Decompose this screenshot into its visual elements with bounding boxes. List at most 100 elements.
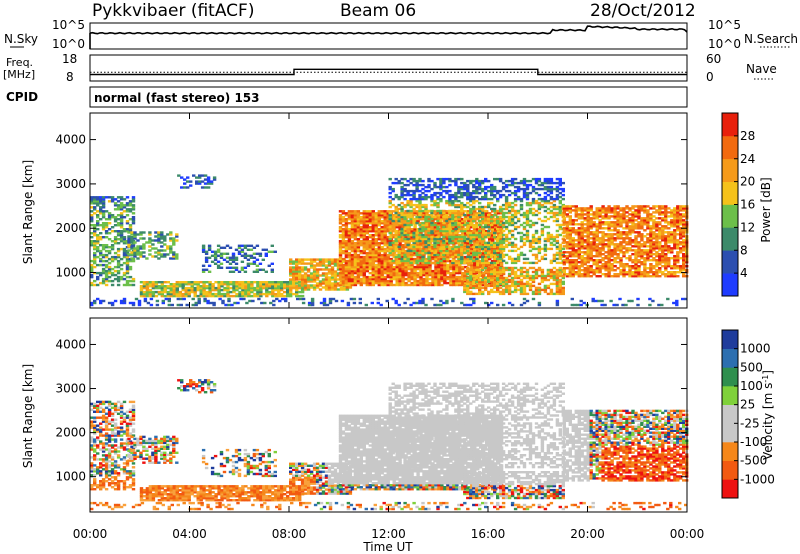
heatmap-cell bbox=[113, 224, 118, 227]
heatmap-cell bbox=[577, 257, 581, 260]
heatmap-cell bbox=[386, 214, 390, 217]
heatmap-cell bbox=[454, 211, 458, 215]
heatmap-cell bbox=[280, 283, 284, 286]
heatmap-cell bbox=[110, 273, 115, 277]
heatmap-cell bbox=[383, 234, 387, 237]
heatmap-cell bbox=[457, 203, 461, 207]
heatmap-cell bbox=[481, 233, 485, 237]
heatmap-cell bbox=[449, 283, 453, 287]
heatmap-cell bbox=[568, 237, 572, 240]
heatmap-cell bbox=[457, 199, 461, 203]
heatmap-cell bbox=[442, 181, 446, 185]
heatmap-cell bbox=[265, 281, 269, 284]
heatmap-cell bbox=[371, 226, 375, 229]
heatmap-cell bbox=[386, 249, 390, 253]
heatmap-cell bbox=[374, 240, 378, 243]
heatmap-cell bbox=[565, 235, 569, 238]
heatmap-cell bbox=[454, 177, 458, 181]
heatmap-cell bbox=[528, 191, 533, 195]
heatmap-cell bbox=[404, 281, 408, 285]
heatmap-cell bbox=[142, 286, 147, 290]
heatmap-cell bbox=[113, 218, 118, 221]
heatmap-cell bbox=[401, 283, 405, 287]
heatmap-cell bbox=[466, 280, 470, 284]
heatmap-cell bbox=[300, 278, 305, 281]
heatmap-cell bbox=[330, 268, 335, 271]
heatmap-cell bbox=[478, 284, 482, 288]
heatmap-cell bbox=[96, 236, 100, 239]
heatmap-cell bbox=[531, 247, 536, 251]
heatmap-cell bbox=[531, 278, 536, 282]
heatmap-cell bbox=[199, 290, 203, 294]
heatmap-cell bbox=[394, 245, 398, 249]
heatmap-cell bbox=[498, 247, 503, 251]
heatmap-cell bbox=[543, 237, 548, 241]
heatmap-cell bbox=[484, 247, 488, 251]
heatmap-cell bbox=[157, 292, 162, 296]
heatmap-cell bbox=[196, 285, 200, 288]
heatmap-cell bbox=[365, 218, 369, 221]
heatmap-cell bbox=[457, 255, 461, 259]
heatmap-cell bbox=[510, 235, 515, 239]
heatmap-cell bbox=[490, 253, 494, 257]
heatmap-cell bbox=[240, 244, 245, 247]
heatmap-cell bbox=[577, 223, 581, 226]
heatmap-cell bbox=[238, 285, 242, 288]
heatmap-cell bbox=[397, 251, 401, 255]
heatmap-cell bbox=[493, 189, 497, 193]
heatmap-cell bbox=[403, 223, 407, 227]
heatmap-cell bbox=[298, 266, 302, 269]
heatmap-cell bbox=[202, 281, 206, 284]
heatmap-cell bbox=[537, 237, 542, 241]
heatmap-cell bbox=[368, 251, 372, 255]
heatmap-cell bbox=[439, 219, 443, 223]
heatmap-cell bbox=[338, 226, 343, 229]
heatmap-cell bbox=[406, 221, 410, 225]
heatmap-cell bbox=[240, 250, 245, 253]
heatmap-cell bbox=[365, 242, 369, 245]
heatmap-cell bbox=[525, 221, 530, 225]
heatmap-cell bbox=[362, 226, 366, 229]
heatmap-cell bbox=[430, 227, 434, 231]
heatmap-cell bbox=[461, 267, 465, 271]
heatmap-cell bbox=[463, 183, 467, 187]
heatmap-cell bbox=[116, 218, 121, 221]
heatmap-cell bbox=[552, 278, 557, 282]
heatmap-cell bbox=[501, 229, 506, 233]
heatmap-cell bbox=[498, 177, 503, 181]
heatmap-cell bbox=[490, 185, 494, 189]
heatmap-cell bbox=[347, 265, 352, 269]
heatmap-cell bbox=[418, 193, 422, 197]
heatmap-cell bbox=[268, 281, 272, 284]
heatmap-cell bbox=[380, 263, 384, 267]
heatmap-cell bbox=[160, 235, 164, 238]
heatmap-cell bbox=[416, 255, 420, 259]
heatmap-cell bbox=[440, 283, 444, 287]
heatmap-cell bbox=[558, 261, 562, 265]
heatmap-cell bbox=[433, 251, 437, 255]
heatmap-cell bbox=[455, 277, 459, 281]
heatmap-cell bbox=[488, 216, 492, 219]
heatmap-cell bbox=[324, 260, 329, 263]
heatmap-cell bbox=[249, 262, 254, 265]
heatmap-cell bbox=[484, 288, 488, 292]
heatmap-cell bbox=[434, 234, 438, 237]
heatmap-cell bbox=[525, 229, 530, 233]
heatmap-cell bbox=[184, 283, 188, 286]
nsky-label: N.Sky bbox=[4, 32, 38, 46]
heatmap-cell bbox=[484, 235, 488, 239]
heatmap-cell bbox=[546, 270, 551, 274]
heatmap-cell bbox=[425, 263, 429, 267]
heatmap-cell bbox=[202, 290, 206, 294]
heatmap-cell bbox=[469, 209, 473, 213]
heatmap-cell bbox=[531, 245, 536, 249]
heatmap-cell bbox=[403, 253, 407, 257]
heatmap-cell bbox=[262, 285, 266, 288]
heatmap-cell bbox=[96, 220, 100, 223]
heatmap-cell bbox=[104, 210, 109, 213]
heatmap-cell bbox=[99, 238, 103, 241]
heatmap-cell bbox=[241, 283, 245, 286]
heatmap-cell bbox=[380, 210, 384, 213]
heatmap-cell bbox=[397, 261, 401, 265]
heatmap-cell bbox=[404, 263, 408, 267]
